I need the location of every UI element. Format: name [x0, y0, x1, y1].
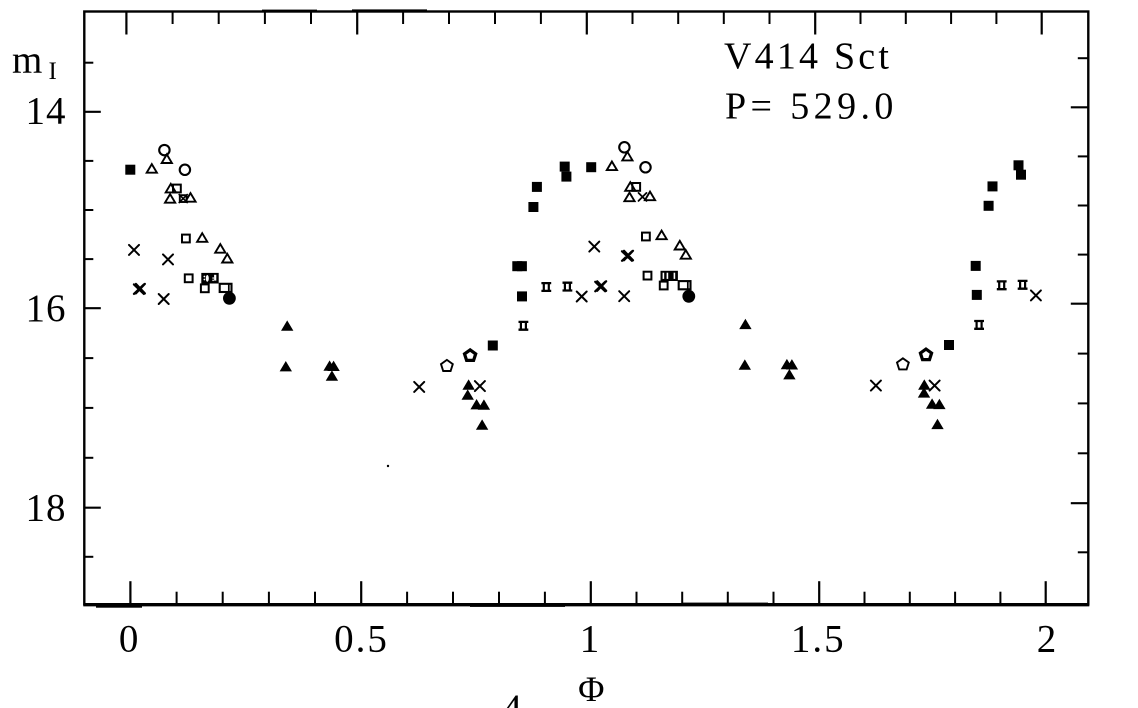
svg-text:0: 0 — [119, 618, 141, 661]
svg-text:V414 Sct: V414 Sct — [724, 36, 892, 78]
svg-text:16: 16 — [26, 287, 67, 330]
svg-text:2: 2 — [1037, 618, 1059, 661]
svg-text:1.5: 1.5 — [791, 618, 846, 661]
svg-text:1: 1 — [580, 618, 602, 661]
svg-text:18: 18 — [26, 486, 67, 529]
svg-text:m: m — [12, 39, 42, 82]
svg-text:14: 14 — [26, 89, 67, 132]
svg-text:0.5: 0.5 — [334, 618, 389, 661]
svg-text:P= 529.0: P= 529.0 — [725, 86, 898, 128]
svg-text:Φ: Φ — [578, 669, 604, 708]
svg-text:I: I — [49, 58, 57, 85]
svg-text:4: 4 — [502, 686, 522, 708]
